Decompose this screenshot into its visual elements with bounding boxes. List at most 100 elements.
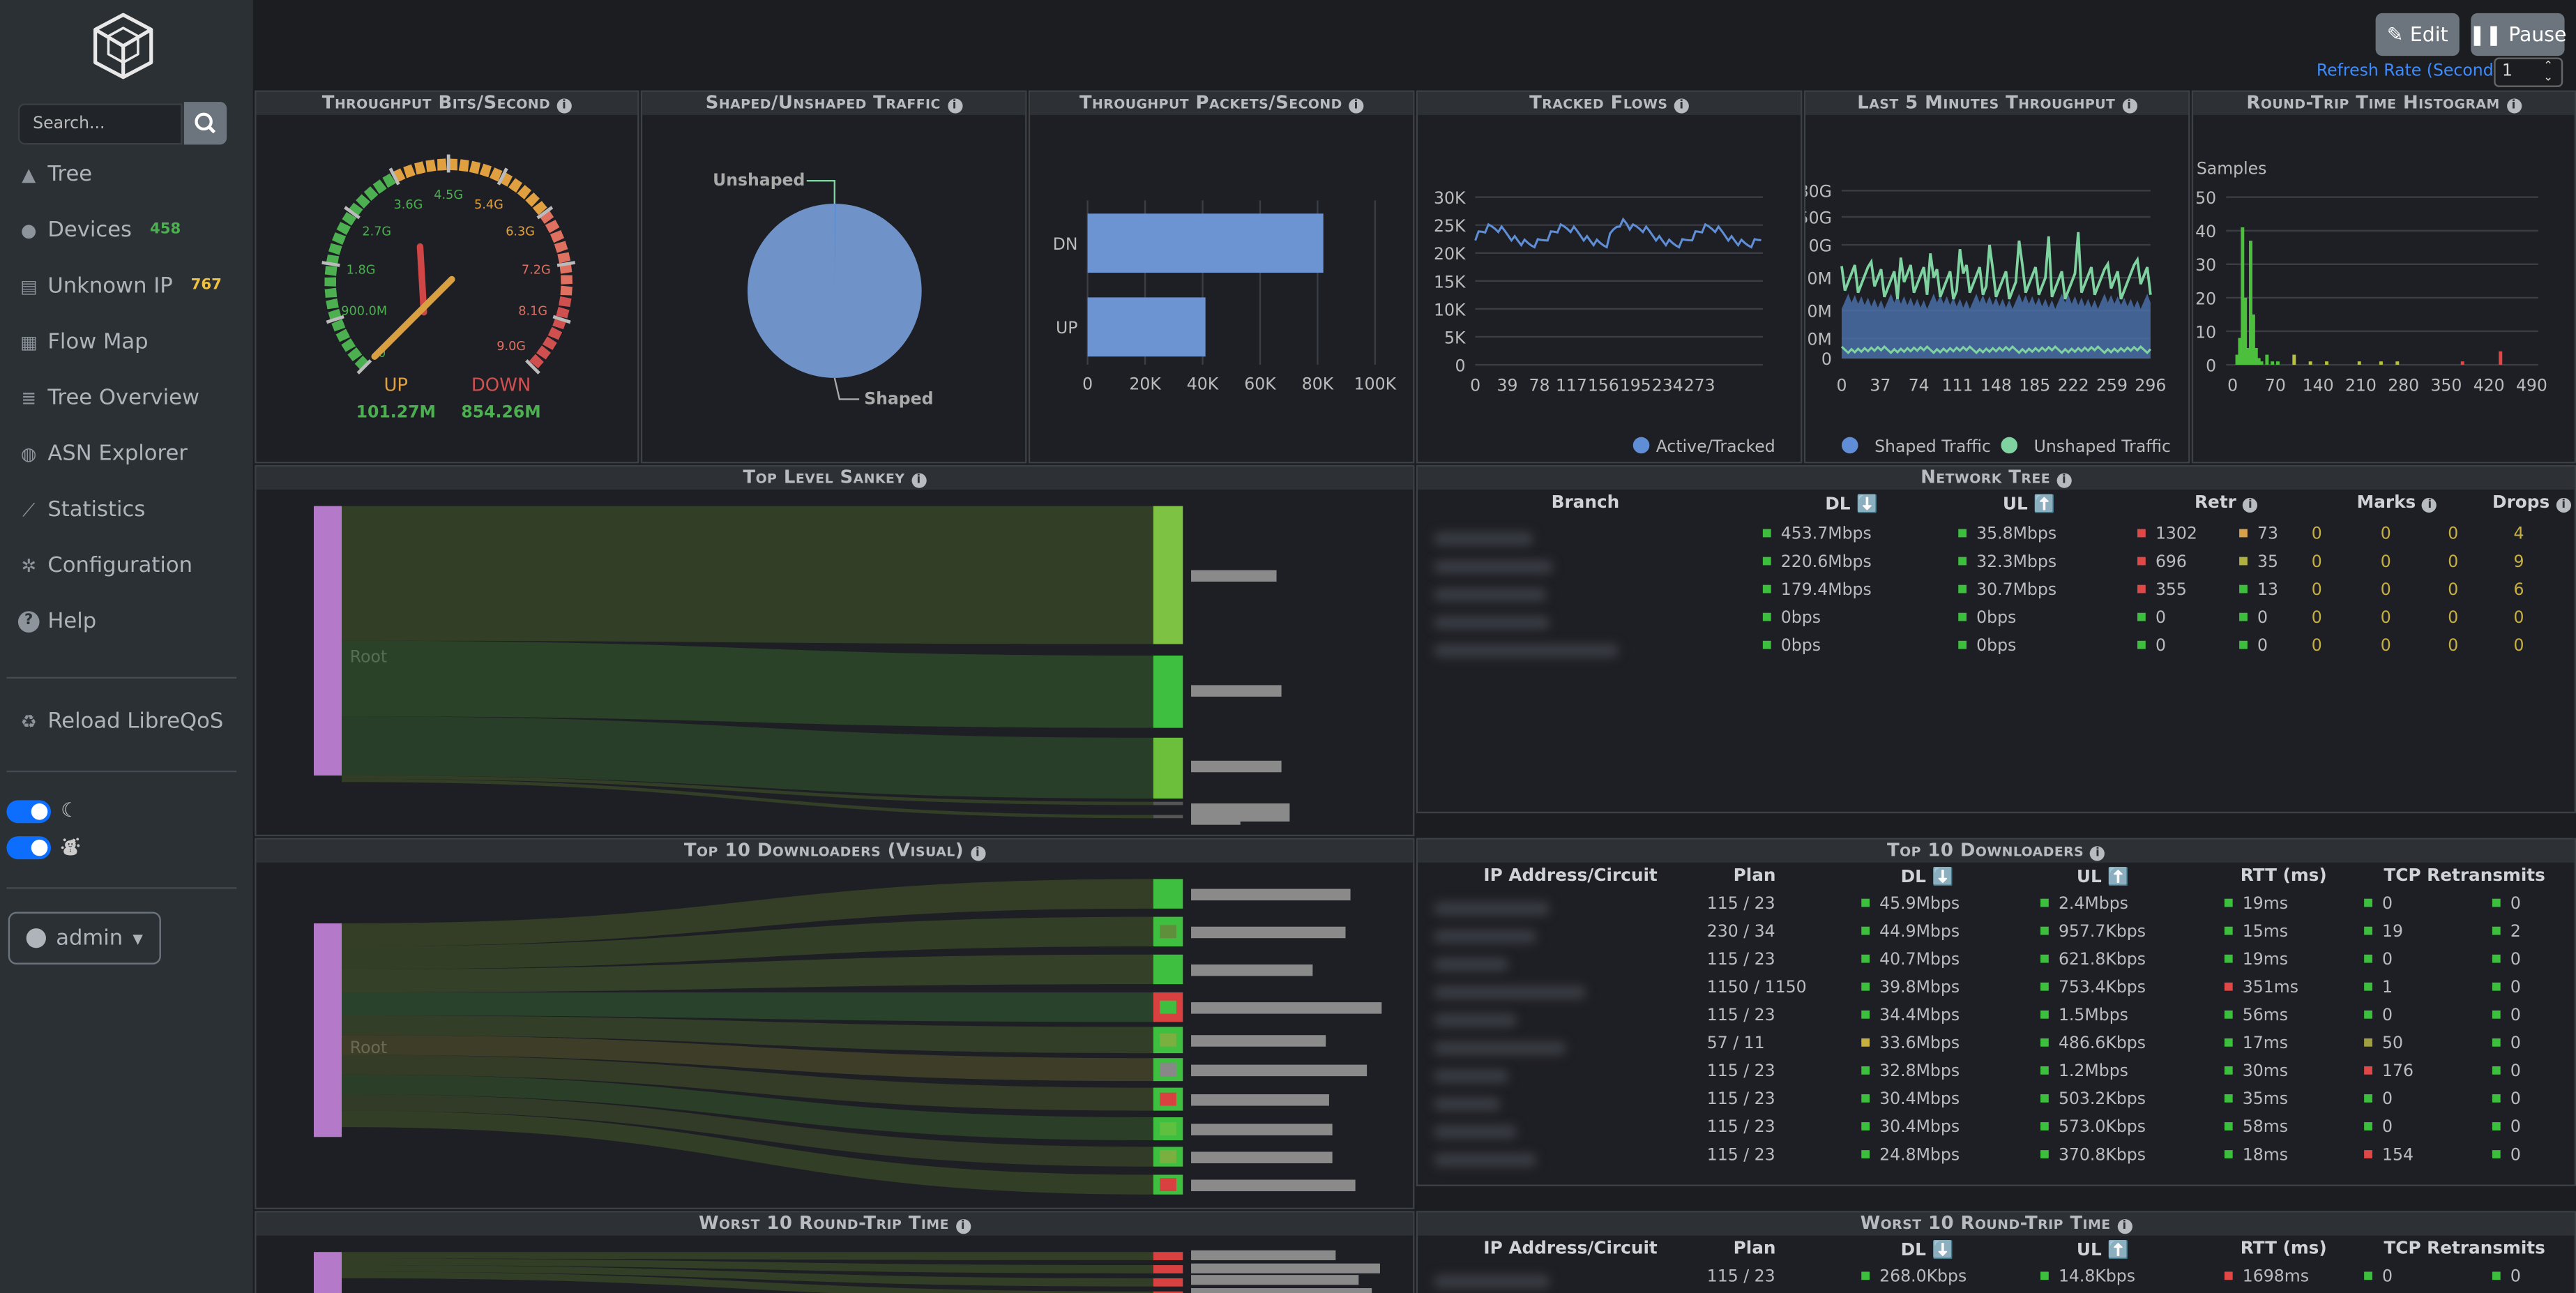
dl-cell-text: 0bps bbox=[1780, 637, 1821, 656]
status-square bbox=[2364, 982, 2372, 991]
info-icon[interactable]: i bbox=[955, 1219, 971, 1234]
metric-cell: 0 bbox=[2513, 610, 2524, 628]
info-icon[interactable]: i bbox=[2422, 497, 2437, 513]
info-icon[interactable]: i bbox=[2506, 98, 2522, 114]
pause-icon: ❚❚ bbox=[2469, 22, 2502, 46]
server-icon: ≣ bbox=[21, 386, 37, 409]
info-icon[interactable]: i bbox=[2056, 473, 2072, 488]
redact-toggle[interactable] bbox=[6, 836, 52, 860]
info-icon[interactable]: i bbox=[2090, 846, 2105, 861]
sankey-label-bar bbox=[1191, 1035, 1326, 1047]
plan-cell: 1150 / 1150 bbox=[1706, 979, 1807, 998]
retrans-cell: 50 bbox=[2364, 1035, 2403, 1053]
retrans-cell: 0 bbox=[2364, 895, 2393, 914]
ul-cell: 30.7Mbps bbox=[1958, 582, 2056, 600]
status-square bbox=[2224, 954, 2233, 963]
retr2-cell-text: 35 bbox=[2257, 553, 2279, 572]
gauge-segment bbox=[532, 201, 547, 216]
status-square bbox=[2040, 1010, 2049, 1019]
x-tick-label: 0 bbox=[1082, 374, 1093, 393]
sidebar-item-unknown-ip[interactable]: ▤ Unknown IP 767 bbox=[18, 268, 222, 304]
rtt-cell: 58ms bbox=[2224, 1119, 2288, 1137]
column-header: TCP Retransmits bbox=[2384, 1239, 2545, 1259]
column-header: Branch bbox=[1551, 492, 1620, 513]
ul-cell: 2.4Mbps bbox=[2040, 895, 2128, 914]
y-tick-label: 0M bbox=[1808, 330, 1832, 349]
retr2-cell-text: 0 bbox=[2257, 610, 2268, 628]
sankey-label-bar bbox=[1191, 964, 1313, 976]
info-icon[interactable]: i bbox=[2243, 497, 2258, 513]
y-tick-label: 30 bbox=[2195, 255, 2216, 275]
info-icon[interactable]: i bbox=[1349, 98, 1364, 114]
panel-title: Shaped/Unshaped Traffic i bbox=[642, 91, 1026, 115]
sidebar-item-devices[interactable]: ● Devices 458 bbox=[18, 212, 181, 248]
status-square bbox=[2224, 1066, 2233, 1075]
info-icon[interactable]: i bbox=[556, 98, 572, 114]
x-tick-label: 111 bbox=[1942, 376, 1973, 395]
dark-mode-toggle[interactable] bbox=[6, 800, 52, 824]
status-square bbox=[2224, 1010, 2233, 1019]
column-header: UL ⬆️ bbox=[2076, 1240, 2130, 1260]
gauge-tick bbox=[356, 359, 372, 375]
histogram-bar bbox=[2257, 358, 2261, 365]
y-tick-label: 5K bbox=[1444, 328, 1466, 347]
sidebar-item-help[interactable]: ? Help bbox=[17, 603, 96, 640]
retrans-cell-text: 19 bbox=[2382, 923, 2404, 942]
sidebar-item-flow-map[interactable]: ▦ Flow Map bbox=[18, 324, 149, 360]
edit-button[interactable]: ✎ Edit bbox=[2375, 13, 2460, 56]
dl-cell-text: 24.8Mbps bbox=[1879, 1147, 1960, 1165]
panel-title: Tracked Flows i bbox=[1418, 91, 1801, 115]
libreqos-logo[interactable] bbox=[91, 11, 156, 80]
info-icon[interactable]: i bbox=[2556, 497, 2571, 513]
status-square bbox=[1861, 982, 1870, 991]
chart-icon: ⟋ bbox=[22, 499, 36, 520]
sidebar-item-tree[interactable]: ▲ Tree bbox=[18, 156, 92, 192]
sidebar-item-configuration[interactable]: ✲ Configuration bbox=[18, 547, 192, 584]
dl-cell: 39.8Mbps bbox=[1861, 979, 1960, 997]
info-icon[interactable]: i bbox=[2121, 98, 2137, 114]
pie-label-shaped: Shaped bbox=[864, 389, 933, 409]
y-tick-label: 25K bbox=[1434, 216, 1466, 236]
retr-cell: 0 bbox=[2137, 637, 2166, 656]
status-square bbox=[2492, 954, 2501, 963]
gauge-segment bbox=[525, 192, 540, 207]
status-square bbox=[2239, 640, 2248, 649]
y-tick-label: 10K bbox=[1434, 300, 1466, 319]
rtt-cell: 30ms bbox=[2224, 1063, 2288, 1081]
retr-cell: 0 bbox=[2137, 610, 2166, 628]
sidebar-item-label: Configuration bbox=[47, 552, 193, 578]
sidebar-item-tree-overview[interactable]: ≣ Tree Overview bbox=[18, 379, 199, 416]
moon-icon: ☾ bbox=[61, 798, 79, 822]
info-icon[interactable]: i bbox=[1674, 98, 1690, 114]
info-icon[interactable]: i bbox=[947, 98, 962, 114]
info-icon[interactable]: i bbox=[2117, 1219, 2132, 1234]
histogram-bar bbox=[2395, 361, 2400, 365]
info-icon[interactable]: i bbox=[970, 846, 985, 861]
search-input[interactable]: Search... bbox=[17, 103, 183, 145]
globe-icon: ◍ bbox=[20, 442, 37, 464]
reload-libreqos-link[interactable]: ♻ Reload LibreQoS bbox=[18, 703, 224, 739]
network-tree-table: Branch DL ⬇️ UL ⬆️ Retr i Marks i Drops i 453.7Mb… bbox=[1418, 490, 2576, 815]
retr-cell: 696 bbox=[2137, 554, 2187, 572]
status-square bbox=[2224, 1150, 2233, 1158]
retr2-cell-text: 13 bbox=[2257, 581, 2279, 600]
search-button[interactable] bbox=[183, 102, 227, 145]
ul-cell: 503.2Kbps bbox=[2040, 1091, 2146, 1109]
divider bbox=[6, 676, 237, 679]
column-header: DL ⬇️ bbox=[1825, 494, 1878, 515]
sankey-flow bbox=[342, 778, 1153, 819]
gauge-segment bbox=[341, 338, 356, 352]
info-icon[interactable]: i bbox=[911, 473, 927, 488]
refresh-rate-input[interactable]: 1 ⌃ ⌄ bbox=[2494, 57, 2563, 87]
x-tick-label: 117 bbox=[1556, 376, 1587, 395]
sankey-label-bar bbox=[1191, 926, 1346, 939]
x-tick-label: 100K bbox=[1354, 374, 1397, 393]
sidebar-item-asn-explorer[interactable]: ◍ ASN Explorer bbox=[18, 435, 188, 471]
dl-cell: 44.9Mbps bbox=[1861, 923, 1960, 942]
gauge-segment bbox=[559, 296, 572, 308]
ul-cell-text: 30.7Mbps bbox=[1976, 581, 2057, 600]
sankey-label-bar bbox=[1191, 813, 1241, 825]
pause-button[interactable]: ❚❚ Pause bbox=[2469, 13, 2566, 56]
admin-dropdown[interactable]: admin ▼ bbox=[8, 912, 161, 965]
sidebar-item-statistics[interactable]: ⟋ Statistics bbox=[18, 491, 145, 527]
